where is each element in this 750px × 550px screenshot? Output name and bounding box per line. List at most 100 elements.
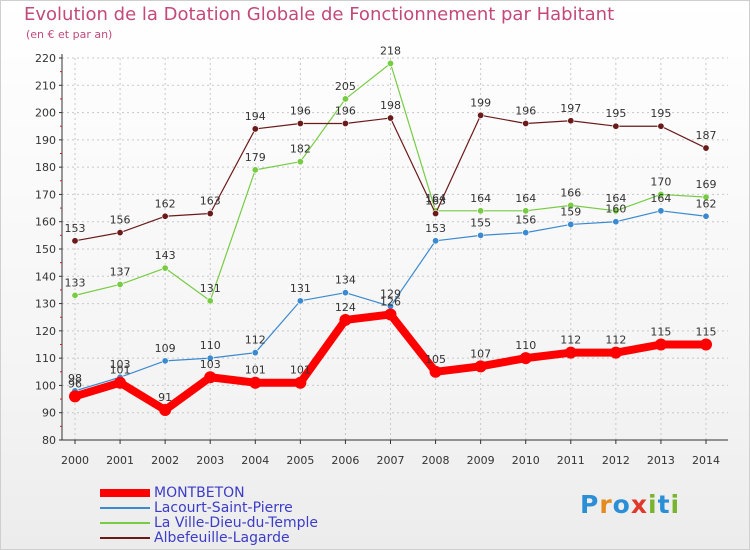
data-point [657, 190, 665, 198]
data-point [522, 229, 530, 237]
data-point [294, 376, 307, 389]
x-tick-label: 2013 [647, 454, 675, 467]
data-label: 133 [65, 276, 86, 289]
y-tick-label: 80 [42, 434, 56, 447]
logo-letter: i [648, 490, 658, 519]
legend-swatch [100, 489, 150, 497]
data-point [477, 231, 485, 239]
data-label: 205 [335, 80, 356, 93]
data-point [654, 338, 667, 351]
legend-swatch [100, 537, 150, 539]
data-point [567, 201, 575, 209]
data-label: 101 [290, 364, 311, 377]
data-point [206, 297, 214, 305]
y-tick-label: 140 [35, 270, 56, 283]
data-point [567, 220, 575, 228]
logo-letter: P [580, 490, 600, 519]
data-label: 129 [380, 287, 401, 300]
x-tick-label: 2004 [241, 454, 269, 467]
data-label: 218 [380, 44, 401, 57]
data-point [71, 237, 79, 245]
data-point [296, 119, 304, 127]
legend-label: La Ville-Dieu-du-Temple [154, 515, 318, 531]
data-label: 179 [245, 151, 266, 164]
y-tick-label: 200 [35, 107, 56, 120]
data-label: 105 [425, 353, 446, 366]
legend-swatch [100, 522, 150, 524]
data-label: 162 [696, 197, 717, 210]
x-tick-label: 2014 [692, 454, 720, 467]
data-point [384, 308, 397, 321]
x-tick-label: 2007 [377, 454, 405, 467]
data-label: 196 [290, 104, 311, 117]
data-point [339, 313, 352, 326]
data-label: 166 [560, 186, 581, 199]
x-tick-label: 2005 [286, 454, 314, 467]
data-point [296, 297, 304, 305]
logo-letter: i [670, 490, 681, 519]
logo-letter: x [630, 490, 648, 519]
data-point [386, 59, 394, 67]
data-label: 101 [110, 364, 131, 377]
data-point [702, 212, 710, 220]
data-label: 91 [158, 391, 172, 404]
data-label: 131 [200, 282, 221, 295]
data-point [341, 95, 349, 103]
data-label: 163 [200, 195, 221, 208]
data-label: 103 [200, 358, 221, 371]
data-label: 164 [605, 192, 626, 205]
data-point [522, 207, 530, 215]
data-label: 155 [470, 216, 491, 229]
data-label: 182 [290, 143, 311, 156]
x-axis-ticks: 2000 2001 2002 2003 2004 2005 2006 2007 2008 2009… [61, 440, 720, 467]
data-label: 107 [470, 347, 491, 360]
x-tick-label: 2000 [61, 454, 89, 467]
data-point [251, 125, 259, 133]
data-point [251, 349, 259, 357]
x-tick-label: 2008 [422, 454, 450, 467]
data-label: 164 [515, 192, 536, 205]
data-point [161, 212, 169, 220]
data-point [206, 210, 214, 218]
data-label: 137 [110, 265, 131, 278]
legend-swatch [100, 507, 150, 509]
data-point [657, 207, 665, 215]
data-point [702, 144, 710, 152]
data-point [296, 158, 304, 166]
data-label: 195 [605, 107, 626, 120]
data-label: 160 [605, 203, 626, 216]
data-point [432, 210, 440, 218]
y-tick-label: 100 [35, 379, 56, 392]
data-point [612, 207, 620, 215]
data-label: 198 [380, 99, 401, 112]
data-label: 163 [425, 195, 446, 208]
data-label: 124 [335, 301, 356, 314]
data-point [567, 117, 575, 125]
data-label: 143 [155, 249, 176, 262]
y-tick-label: 190 [35, 134, 56, 147]
data-point [341, 289, 349, 297]
data-point [161, 264, 169, 272]
data-label: 112 [560, 334, 581, 347]
data-point [71, 291, 79, 299]
data-label: 156 [110, 214, 131, 227]
data-label: 101 [245, 364, 266, 377]
data-point [702, 193, 710, 201]
data-label: 159 [560, 205, 581, 218]
data-label: 131 [290, 282, 311, 295]
data-label: 109 [155, 342, 176, 355]
data-point [432, 237, 440, 245]
data-label: 103 [110, 358, 131, 371]
y-tick-label: 110 [35, 352, 56, 365]
data-label: 112 [245, 334, 266, 347]
data-label: 153 [425, 222, 446, 235]
data-label: 96 [68, 377, 82, 390]
data-point [69, 390, 81, 403]
data-point [116, 280, 124, 288]
y-tick-label: 210 [35, 79, 56, 92]
y-tick-label: 220 [35, 52, 56, 65]
legend-label: Lacourt-Saint-Pierre [154, 500, 293, 516]
data-label: 115 [650, 326, 671, 339]
